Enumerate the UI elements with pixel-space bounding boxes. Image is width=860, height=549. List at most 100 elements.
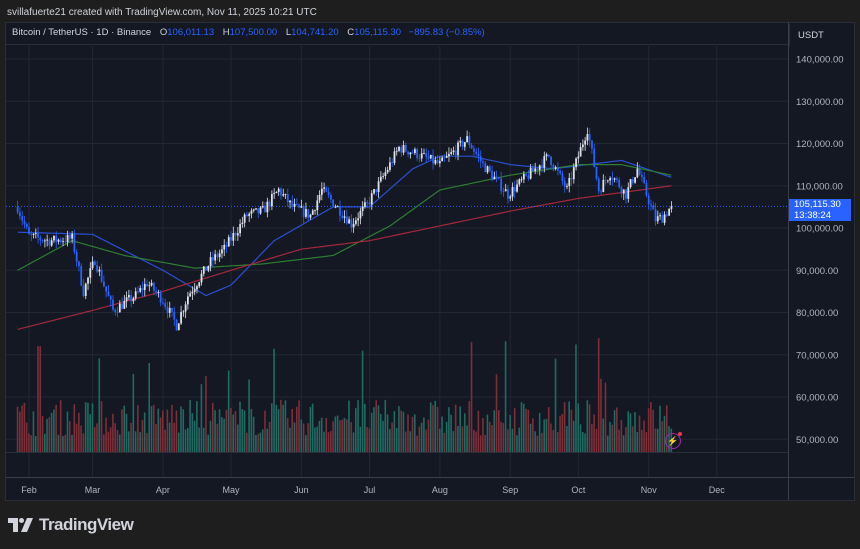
candle-body — [352, 223, 355, 228]
candle-body — [400, 146, 403, 153]
low-value: 104,741.20 — [291, 27, 339, 38]
volume-bar — [654, 428, 657, 452]
candle-body — [87, 277, 89, 284]
candle-body — [323, 187, 325, 189]
candle-body — [613, 178, 616, 180]
candle-body — [581, 144, 584, 148]
candle-body — [123, 300, 126, 309]
candle-body — [127, 295, 130, 298]
candle-body — [577, 156, 580, 159]
volume-bar — [291, 408, 294, 452]
candle-body — [39, 237, 42, 241]
candle-body — [484, 162, 487, 173]
volume-bar — [105, 417, 107, 452]
candle-body — [218, 253, 221, 258]
volume-bar — [518, 427, 521, 452]
candle-body — [202, 266, 205, 274]
volume-bar — [550, 423, 552, 452]
volume-bar — [37, 346, 39, 452]
candle-body — [100, 269, 103, 282]
candle-body — [579, 147, 582, 157]
candle-body — [112, 299, 114, 310]
candle-body — [214, 254, 217, 261]
volume-bar — [393, 411, 396, 452]
volume-bar — [134, 431, 137, 452]
candle-body — [157, 292, 160, 293]
volume-bar — [482, 418, 484, 452]
volume-bar — [75, 423, 78, 452]
candle-body — [257, 208, 260, 214]
open-value: 106,011.13 — [167, 27, 215, 38]
volume-bar — [184, 429, 187, 452]
volume-bar — [25, 422, 28, 452]
volume-bar — [391, 422, 393, 452]
candle-body — [650, 204, 652, 206]
volume-bar — [164, 429, 166, 452]
volume-bar — [89, 414, 91, 452]
candle-body — [268, 201, 271, 207]
candle-body — [96, 265, 98, 272]
volume-bar — [407, 414, 409, 452]
candle-body — [207, 266, 210, 271]
volume-bar — [370, 412, 373, 452]
candle-body — [534, 168, 537, 172]
candle-body — [66, 234, 69, 243]
volume-bar — [454, 404, 457, 452]
volume-bar — [123, 405, 126, 452]
volume-bar — [39, 346, 42, 452]
candle-body — [391, 162, 394, 164]
candle-body — [557, 167, 559, 171]
candle-body — [211, 257, 214, 261]
candle-body — [606, 180, 609, 182]
symbol-title[interactable]: Bitcoin / TetherUS · 1D · Binance — [12, 27, 152, 38]
candle-body — [291, 200, 294, 207]
volume-bar — [557, 432, 559, 452]
candle-body — [602, 179, 605, 192]
candle-body — [445, 156, 448, 158]
low-label: L — [285, 27, 292, 38]
candle-body — [382, 175, 385, 177]
volume-bar — [507, 429, 509, 452]
candle-body — [384, 172, 387, 176]
candle-body — [187, 296, 189, 305]
volume-bar — [570, 409, 573, 452]
volume-bar — [93, 426, 96, 452]
price-tick-label: 60,000.00 — [796, 393, 838, 404]
volume-bar — [132, 373, 135, 452]
volume-bar — [534, 431, 536, 452]
candle-body — [509, 196, 512, 199]
candle-body — [497, 177, 500, 179]
candle-body — [459, 140, 462, 143]
volume-bar — [257, 433, 259, 452]
candle-body — [343, 216, 346, 218]
candle-body — [43, 240, 46, 242]
volume-bar — [416, 435, 418, 452]
volume-bar — [593, 414, 595, 452]
candle-body — [379, 176, 382, 182]
candle-body — [246, 214, 248, 217]
volume-bar — [495, 374, 498, 452]
currency-unit[interactable]: USDT — [789, 24, 853, 46]
volume-bar — [121, 409, 123, 452]
candle-body — [264, 206, 266, 213]
volume-bar — [443, 432, 446, 452]
volume-bar — [545, 418, 548, 452]
volume-bar — [661, 421, 664, 452]
volume-bar — [84, 402, 87, 452]
volume-bar — [232, 414, 234, 452]
volume-bar — [579, 424, 582, 452]
candle-body — [289, 200, 291, 203]
candle-body — [477, 153, 480, 157]
volume-bar — [584, 433, 586, 452]
volume-bar — [382, 420, 384, 452]
volume-bar — [82, 433, 85, 452]
candle-body — [475, 151, 478, 154]
candle-body — [241, 222, 244, 224]
volume-bar — [538, 412, 541, 452]
volume-bar — [529, 423, 532, 452]
lightning-alert-icon[interactable]: ⚡ — [665, 432, 682, 449]
candle-body — [252, 209, 255, 211]
volume-bar — [261, 429, 264, 452]
volume-bar — [57, 434, 60, 452]
